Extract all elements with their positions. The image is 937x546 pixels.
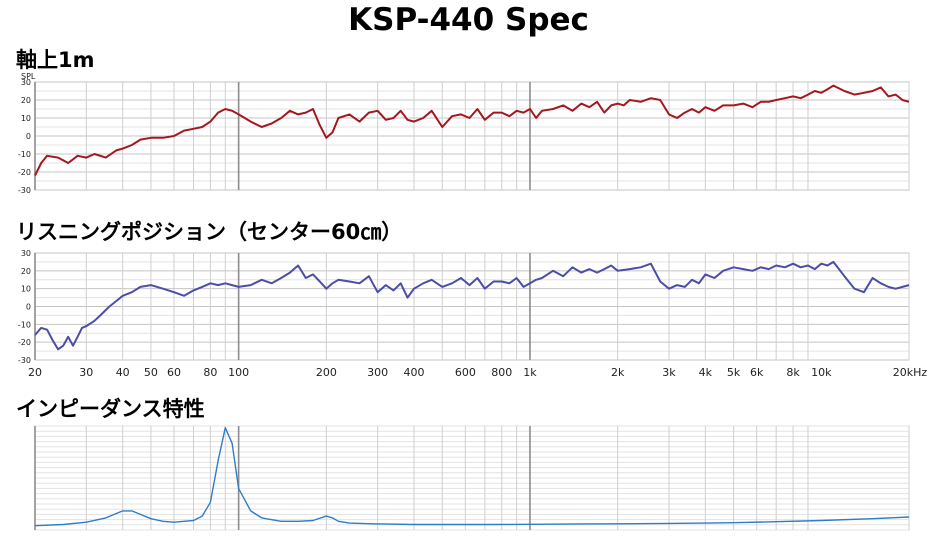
x-tick-label: 300 bbox=[367, 366, 388, 379]
x-tick-label: 20 bbox=[28, 366, 42, 379]
series-line-1 bbox=[34, 84, 910, 177]
y-tick-label: -30 bbox=[18, 186, 31, 195]
x-tick-label: 200 bbox=[316, 366, 337, 379]
y-axis-label: SPL bbox=[21, 72, 36, 81]
x-tick-label: 20kHz bbox=[893, 366, 928, 379]
series-line-3 bbox=[34, 427, 910, 527]
y-tick-label: 20 bbox=[21, 96, 31, 105]
main-title: KSP-440 Spec bbox=[348, 2, 589, 38]
x-tick-label: 800 bbox=[491, 366, 512, 379]
x-tick-label: 6k bbox=[750, 366, 764, 379]
chart1-title: 軸上1m bbox=[16, 48, 95, 72]
y-tick-label: 20 bbox=[21, 267, 31, 276]
x-tick-label: 50 bbox=[144, 366, 158, 379]
y-tick-label: 0 bbox=[26, 132, 31, 141]
x-tick-label: 1k bbox=[523, 366, 537, 379]
y-tick-label: -20 bbox=[18, 338, 31, 347]
chart2-title: リスニングポジション（センター60㎝） bbox=[16, 220, 403, 244]
x-tick-label: 8k bbox=[786, 366, 800, 379]
x-tick-label: 40 bbox=[116, 366, 130, 379]
y-tick-label: 10 bbox=[21, 285, 31, 294]
x-tick-label: 80 bbox=[203, 366, 217, 379]
y-tick-label: 30 bbox=[21, 249, 31, 258]
chart3-title: インピーダンス特性 bbox=[16, 397, 205, 421]
x-tick-label: 4k bbox=[699, 366, 713, 379]
series-line-2 bbox=[34, 260, 910, 351]
y-tick-label: -30 bbox=[18, 356, 31, 365]
y-tick-label: 0 bbox=[26, 303, 31, 312]
y-tick-label: 10 bbox=[21, 114, 31, 123]
x-tick-label: 100 bbox=[228, 366, 249, 379]
y-tick-label: -20 bbox=[18, 168, 31, 177]
x-tick-label: 400 bbox=[404, 366, 425, 379]
x-tick-label: 60 bbox=[167, 366, 181, 379]
x-tick-label: 3k bbox=[662, 366, 676, 379]
x-tick-label: 2k bbox=[611, 366, 625, 379]
x-tick-label: 30 bbox=[79, 366, 93, 379]
y-tick-label: -10 bbox=[18, 320, 31, 329]
x-tick-label: 600 bbox=[455, 366, 476, 379]
y-tick-label: -10 bbox=[18, 150, 31, 159]
y-tick-label: 30 bbox=[21, 78, 31, 87]
x-tick-label: 5k bbox=[727, 366, 741, 379]
x-tick-label: 10k bbox=[811, 366, 832, 379]
